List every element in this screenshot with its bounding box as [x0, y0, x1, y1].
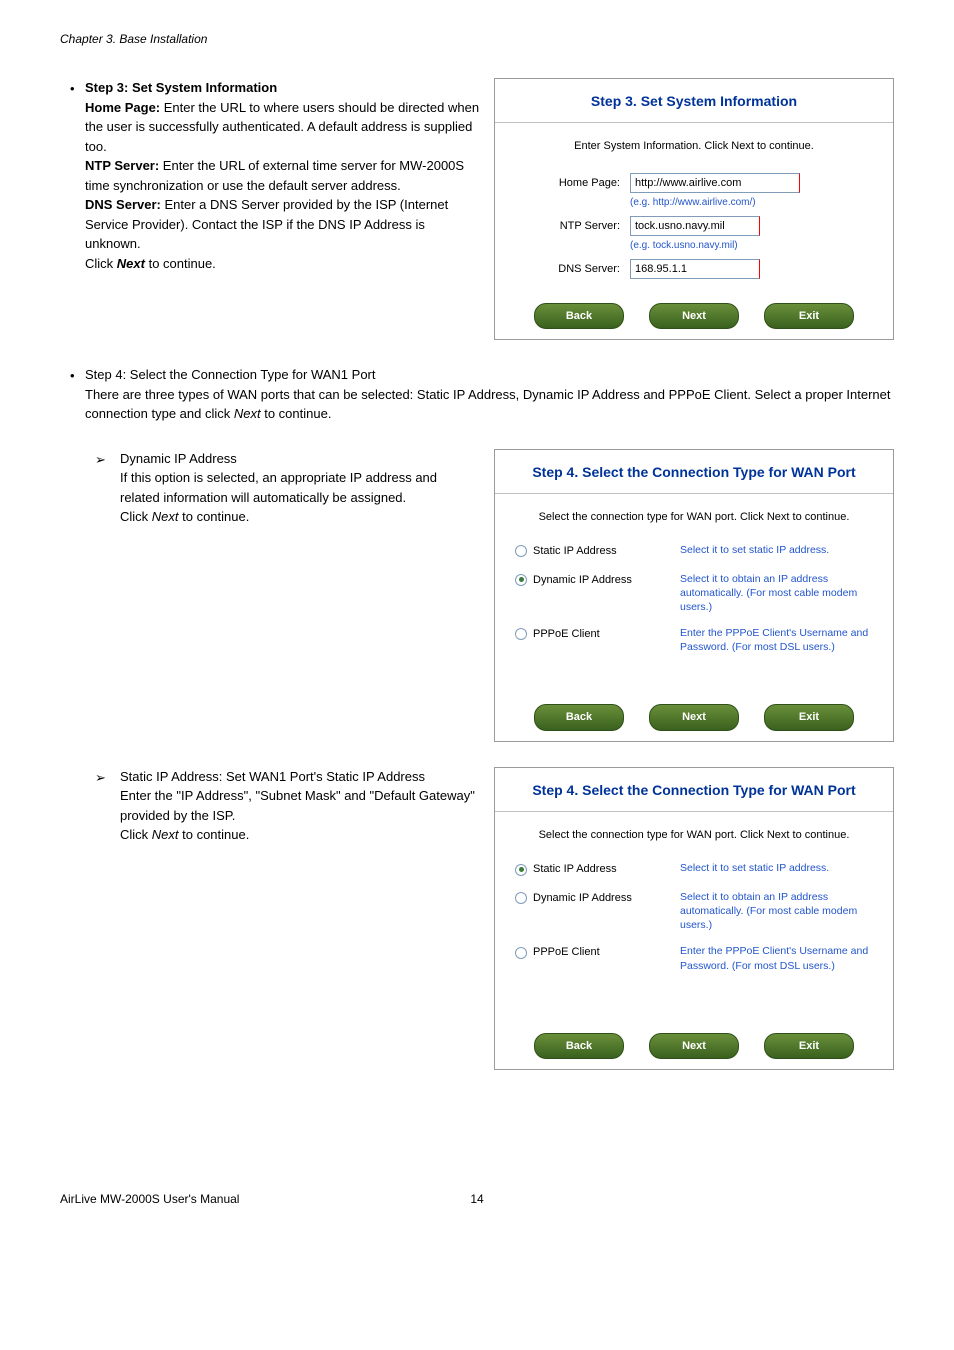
step3-section: • Step 3: Set System Information Home Pa…	[60, 78, 894, 340]
step4-dynamic-b: Dynamic IP Address	[523, 387, 640, 402]
home-page-label: Home Page:	[515, 173, 630, 192]
dynamic-ip-sub: ➢ Dynamic IP Address If this option is s…	[95, 449, 894, 742]
step3-dns-bold: DNS Server:	[85, 197, 161, 212]
static-text: Static IP Address: Set WAN1 Port's Stati…	[120, 767, 479, 1070]
next-button[interactable]: Next	[649, 704, 739, 731]
static-next-word: Next	[152, 827, 179, 842]
radio-pppoe[interactable]	[515, 628, 527, 640]
radio-pppoe-desc: Enter the PPPoE Client's Username and Pa…	[680, 626, 873, 654]
chapter-header: Chapter 3. Base Installation	[60, 30, 894, 48]
dynamic-text: Dynamic IP Address If this option is sel…	[120, 449, 479, 742]
step4-panel-dynamic: Step 4. Select the Connection Type for W…	[494, 449, 894, 742]
step4-panel-title2: Step 4. Select the Connection Type for W…	[495, 768, 893, 812]
dynamic-click: Click	[120, 509, 152, 524]
static-title: Static IP Address: Set WAN1 Port's Stati…	[120, 769, 425, 784]
step3-click: Click	[85, 256, 117, 271]
dynamic-title: Dynamic IP Address	[120, 451, 237, 466]
bullet-dot: •	[60, 365, 85, 386]
exit-button[interactable]: Exit	[764, 303, 854, 330]
static-sep2: and	[341, 788, 370, 803]
radio-pppoe-label: PPPoE Client	[533, 626, 600, 643]
next-button[interactable]: Next	[649, 1033, 739, 1060]
step3-panel-title: Step 3. Set System Information	[495, 79, 893, 123]
home-page-hint: (e.g. http://www.airlive.com/)	[630, 195, 873, 210]
static-ip-sub: ➢ Static IP Address: Set WAN1 Port's Sta…	[95, 767, 894, 1070]
step4-panel-instr2: Select the connection type for WAN port.…	[515, 827, 873, 844]
back-button[interactable]: Back	[534, 1033, 624, 1060]
step4-sep1: ,	[516, 387, 523, 402]
ntp-label: NTP Server:	[515, 216, 630, 235]
step3-next-word: Next	[117, 256, 145, 271]
ntp-input[interactable]	[630, 216, 760, 236]
dynamic-to-cont: to continue.	[179, 509, 250, 524]
step4-to-cont: to continue.	[261, 406, 332, 421]
arrow-icon: ➢	[95, 449, 120, 742]
step3-to-cont: to continue.	[145, 256, 216, 271]
radio-dynamic-desc2: Select it to obtain an IP address automa…	[680, 890, 873, 933]
step4-panel-title: Step 4. Select the Connection Type for W…	[495, 450, 893, 494]
home-page-input[interactable]	[630, 173, 800, 193]
step4-static-b: Static IP Address	[417, 387, 516, 402]
radio-static-desc: Select it to set static IP address.	[680, 543, 873, 557]
radio-dynamic-desc: Select it to obtain an IP address automa…	[680, 572, 873, 615]
dns-label: DNS Server:	[515, 259, 630, 278]
static-ip-b: "IP Address"	[176, 788, 248, 803]
radio-pppoe2[interactable]	[515, 947, 527, 959]
radio-pppoe-desc2: Enter the PPPoE Client's Username and Pa…	[680, 944, 873, 972]
step4-section: • Step 4: Select the Connection Type for…	[60, 365, 894, 424]
step4-panel-instr: Select the connection type for WAN port.…	[515, 509, 873, 526]
step4-sep2: and	[640, 387, 669, 402]
static-sm-b: "Subnet Mask"	[255, 788, 340, 803]
back-button[interactable]: Back	[534, 704, 624, 731]
step4-pppoe-b: PPPoE Client	[669, 387, 748, 402]
radio-static-label2: Static IP Address	[533, 861, 617, 878]
step4-text: Step 4: Select the Connection Type for W…	[85, 365, 894, 424]
footer-left: AirLive MW-2000S User's Manual	[60, 1192, 239, 1206]
page-number: 14	[470, 1190, 483, 1208]
step4-pre: There are three types of WAN ports that …	[85, 387, 417, 402]
radio-dynamic-label2: Dynamic IP Address	[533, 890, 632, 907]
dynamic-body: If this option is selected, an appropria…	[120, 470, 437, 505]
dns-input[interactable]	[630, 259, 760, 279]
bullet-dot: •	[60, 78, 85, 99]
exit-button[interactable]: Exit	[764, 704, 854, 731]
static-pre: Enter the	[120, 788, 176, 803]
radio-dynamic-label: Dynamic IP Address	[533, 572, 632, 589]
radio-static[interactable]	[515, 545, 527, 557]
step3-ntp-bold: NTP Server:	[85, 158, 159, 173]
step3-text: Step 3: Set System Information Home Page…	[85, 78, 484, 340]
radio-static2[interactable]	[515, 864, 527, 876]
radio-dynamic[interactable]	[515, 574, 527, 586]
static-gw-b: "Default Gateway"	[370, 788, 475, 803]
step4-title: Step 4: Select the Connection Type for W…	[85, 367, 376, 382]
step3-title: Step 3: Set System Information	[85, 80, 277, 95]
step3-home-bold: Home Page:	[85, 100, 160, 115]
radio-static-desc2: Select it to set static IP address.	[680, 861, 873, 875]
step4-next-word: Next	[234, 406, 261, 421]
static-to-cont: to continue.	[179, 827, 250, 842]
next-button[interactable]: Next	[649, 303, 739, 330]
radio-dynamic2[interactable]	[515, 892, 527, 904]
arrow-icon: ➢	[95, 767, 120, 1070]
static-post: provided by the ISP.	[120, 808, 235, 823]
back-button[interactable]: Back	[534, 303, 624, 330]
radio-pppoe-label2: PPPoE Client	[533, 944, 600, 961]
step4-panel-static: Step 4. Select the Connection Type for W…	[494, 767, 894, 1070]
step3-panel-instr: Enter System Information. Click Next to …	[515, 138, 873, 155]
page-footer: AirLive MW-2000S User's Manual 14	[60, 1190, 894, 1208]
dynamic-next-word: Next	[152, 509, 179, 524]
ntp-hint: (e.g. tock.usno.navy.mil)	[630, 238, 873, 253]
radio-static-label: Static IP Address	[533, 543, 617, 560]
exit-button[interactable]: Exit	[764, 1033, 854, 1060]
step3-panel: Step 3. Set System Information Enter Sys…	[494, 78, 894, 340]
static-click: Click	[120, 827, 152, 842]
